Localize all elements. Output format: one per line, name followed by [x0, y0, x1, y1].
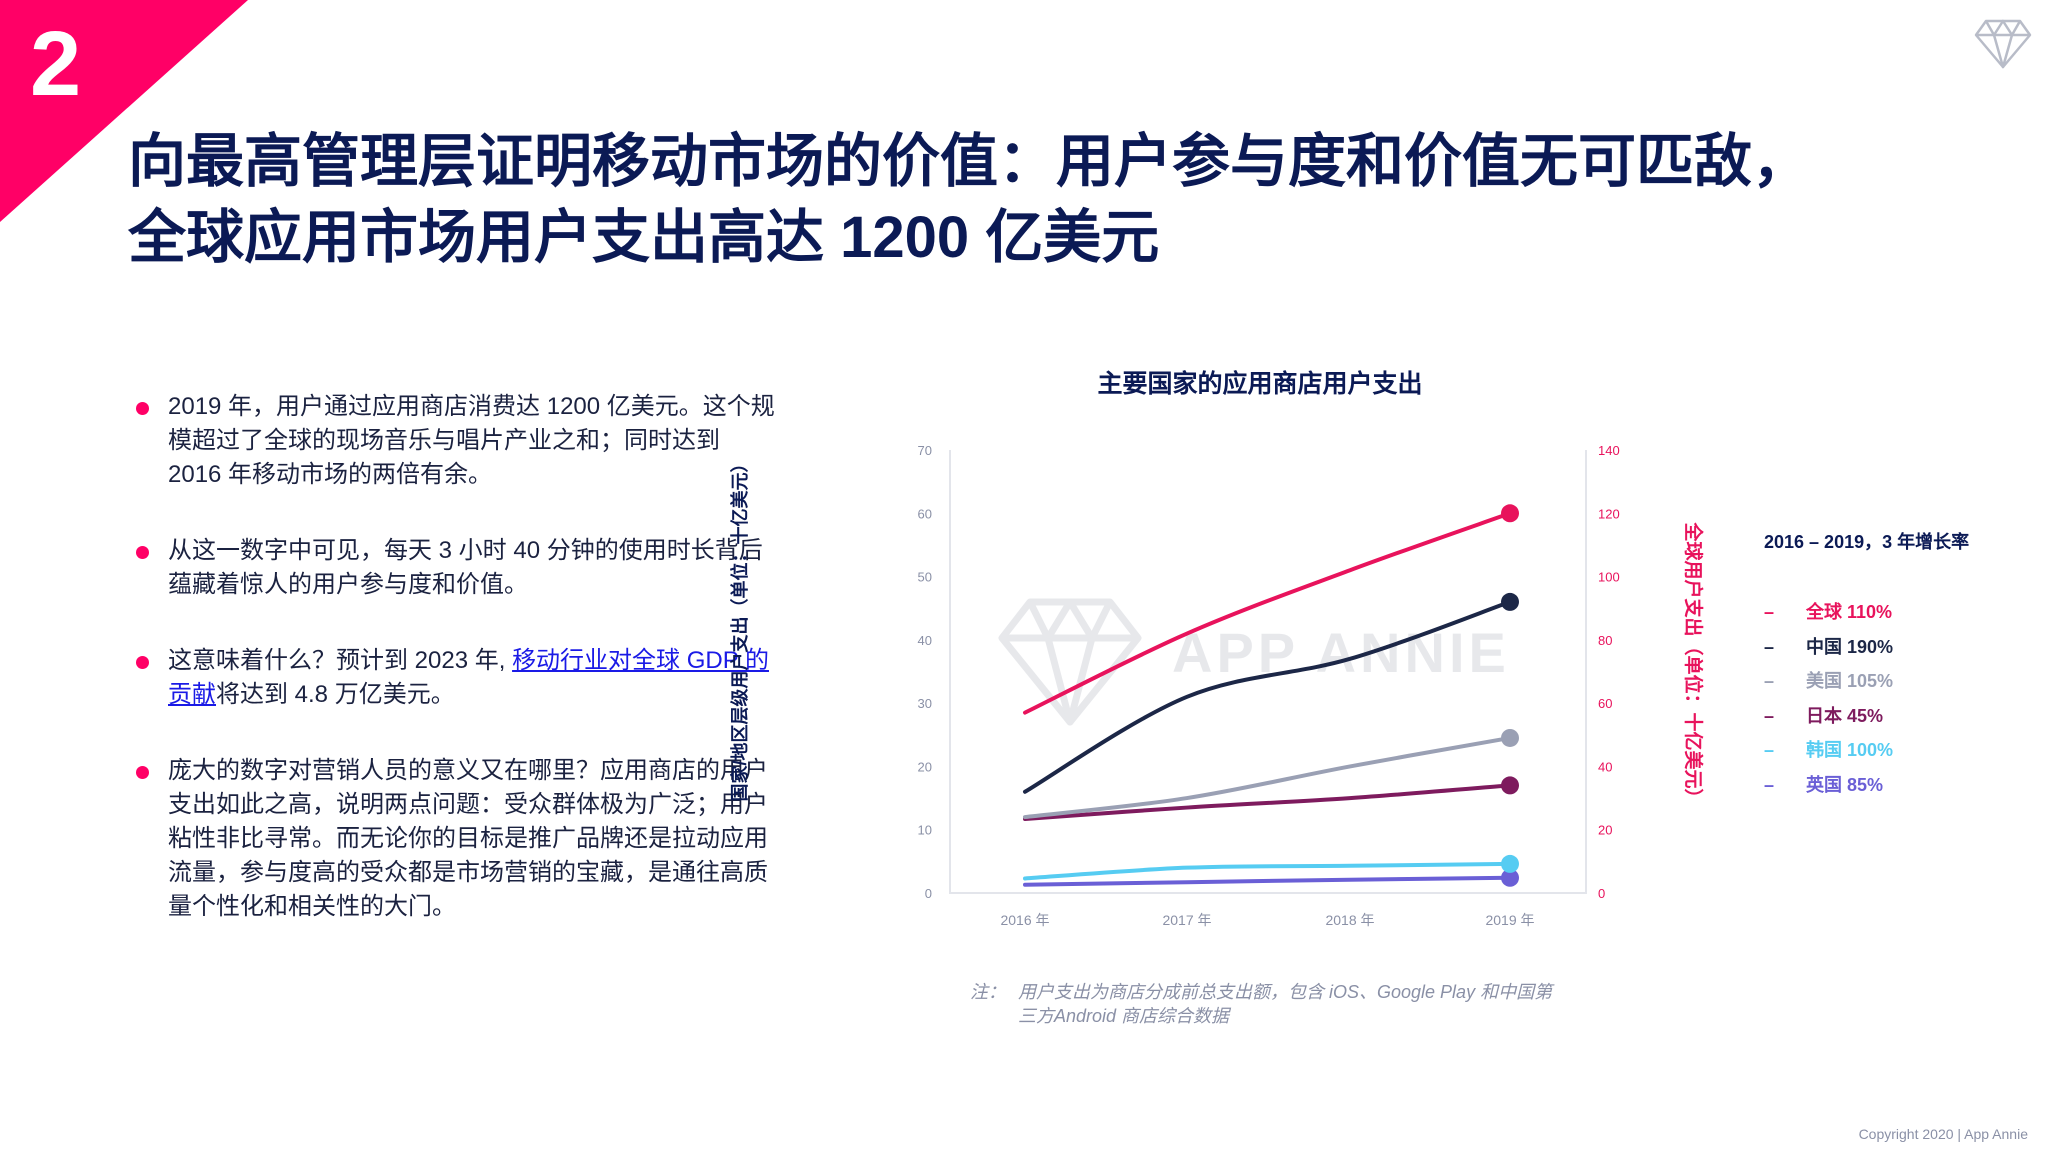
y-tick-right: 80	[1598, 633, 1612, 648]
title-line-2: 全球应用市场用户支出高达 1200 亿美元	[128, 205, 1160, 270]
bullet-item: 庞大的数字对营销人员的意义又在哪里？应用商店的用户支出如此之高，说明两点问题：受…	[136, 754, 776, 924]
copyright: Copyright 2020 | App Annie	[1858, 1126, 2028, 1142]
y-tick-left: 60	[918, 506, 932, 521]
legend-dash-icon: –	[1764, 636, 1775, 657]
bullet-text: 从这一数字中可见，每天 3 小时 40 分钟的使用时长背后蕴藏着惊人的用户参与度…	[168, 537, 763, 598]
series-end-point	[1501, 854, 1519, 873]
legend-growth: 85%	[1847, 774, 1884, 795]
x-tick-label: 2016 年	[1000, 912, 1049, 928]
chart-title: 主要国家的应用商店用户支出	[1097, 370, 1423, 398]
gdp-contribution-link[interactable]: 移动行业对全球 GDP 的贡献	[168, 647, 769, 708]
legend-label: 全球	[1806, 602, 1848, 622]
legend-dash-icon: –	[1764, 774, 1775, 795]
note-line-1: 用户支出为商店分成前总支出额，包含 iOS、Google Play 和中国第	[1018, 982, 1553, 1002]
legend-label: 日本	[1806, 705, 1848, 726]
y-tick-left: 50	[918, 570, 932, 585]
bullet-text: 2019 年，用户通过应用商店消费达 1200 亿美元。这个规模超过了全球的现场…	[168, 393, 775, 488]
y-tick-right: 140	[1598, 443, 1620, 458]
legend-dash-icon: –	[1764, 705, 1775, 726]
y-tick-left: 70	[918, 443, 932, 458]
title-line-1: 向最高管理层证明移动市场的价值：用户参与度和价值无可匹敌，	[128, 129, 1811, 194]
series-line	[1023, 783, 1512, 821]
y-tick-right: 20	[1598, 823, 1612, 838]
legend-item: – 韩国 100%	[1764, 736, 1893, 762]
legend-dash-icon: –	[1764, 740, 1775, 760]
series-line	[1023, 875, 1512, 887]
y-tick-left: 10	[918, 823, 932, 838]
y-tick-right: 60	[1598, 696, 1612, 711]
legend-item: – 中国 190%	[1764, 633, 1893, 659]
x-tick-label: 2018 年	[1325, 912, 1374, 928]
bullet-item: 从这一数字中可见，每天 3 小时 40 分钟的使用时长背后蕴藏着惊人的用户参与度…	[136, 534, 776, 602]
series-line	[1023, 861, 1512, 881]
plot-frame	[949, 450, 1587, 894]
x-tick-label: 2019 年	[1485, 912, 1534, 928]
chart-note: 注： 用户支出为商店分成前总支出额，包含 iOS、Google Play 和中国第…	[970, 980, 1552, 1028]
y-tick-right: 0	[1598, 886, 1605, 901]
bullet-dot-icon	[136, 766, 149, 779]
legend-label: 中国	[1806, 636, 1848, 657]
series-end-point	[1501, 776, 1519, 795]
legend-growth: 45%	[1847, 705, 1884, 726]
legend-growth: 190%	[1847, 636, 1894, 657]
series-line	[1023, 599, 1512, 794]
corner-accent	[0, 0, 248, 222]
bullet-text-after: 将达到 4.8 万亿美元。	[216, 681, 455, 708]
legend-item: – 全球 110%	[1764, 598, 1892, 624]
bullet-dot-icon	[136, 656, 149, 669]
note-line-2: 三方Android 商店综合数据	[1018, 1006, 1230, 1026]
legend-dash-icon: –	[1764, 602, 1775, 622]
app-annie-watermark: APP ANNIE	[998, 598, 1510, 726]
bullet-text: 庞大的数字对营销人员的意义又在哪里？应用商店的用户支出如此之高，说明两点问题：受…	[168, 757, 768, 920]
series-end-point	[1501, 728, 1519, 747]
series-end-point	[1501, 592, 1519, 611]
legend-growth: 105%	[1847, 671, 1894, 691]
legend-label: 英国	[1806, 774, 1848, 795]
legend-item: – 美国 105%	[1764, 667, 1893, 693]
series-line	[1023, 735, 1512, 820]
bullet-list: 2019 年，用户通过应用商店消费达 1200 亿美元。这个规模超过了全球的现场…	[136, 390, 776, 966]
legend-item: – 英国 85%	[1764, 771, 1883, 797]
legend-label: 韩国	[1806, 740, 1848, 760]
legend-growth: 100%	[1847, 740, 1894, 760]
y-tick-right: 120	[1598, 506, 1620, 521]
bullet-item: 这意味着什么？预计到 2023 年, 移动行业对全球 GDP 的贡献将达到 4.…	[136, 644, 776, 712]
y-tick-left: 40	[918, 633, 932, 648]
series-line	[1023, 511, 1512, 715]
y-tick-right: 100	[1598, 570, 1620, 585]
legend-dash-icon: –	[1764, 671, 1775, 691]
legend-growth: 110%	[1847, 602, 1893, 622]
page-title: 向最高管理层证明移动市场的价值：用户参与度和价值无可匹敌， 全球应用市场用户支出…	[128, 124, 1988, 276]
series-end-point	[1501, 504, 1519, 523]
bullet-dot-icon	[136, 546, 149, 559]
diamond-logo-icon	[1974, 19, 2032, 69]
legend-label: 美国	[1806, 671, 1848, 691]
slide-number: 2	[30, 13, 82, 115]
y-tick-left: 0	[925, 886, 932, 901]
y-tick-left: 30	[918, 696, 932, 711]
y-tick-right: 40	[1598, 759, 1612, 774]
bullet-text-before: 这意味着什么？预计到 2023 年,	[168, 647, 513, 674]
growth-legend-title: 2016 – 2019，3 年增长率	[1764, 532, 1970, 552]
bullet-dot-icon	[136, 402, 149, 415]
x-tick-label: 2017 年	[1162, 912, 1211, 928]
legend-item: – 日本 45%	[1764, 702, 1883, 728]
note-label: 注：	[970, 982, 1006, 1002]
bullet-item: 2019 年，用户通过应用商店消费达 1200 亿美元。这个规模超过了全球的现场…	[136, 390, 776, 492]
y-tick-left: 20	[918, 759, 932, 774]
watermark-text: APP ANNIE	[1172, 621, 1510, 684]
series-end-point	[1501, 868, 1519, 887]
